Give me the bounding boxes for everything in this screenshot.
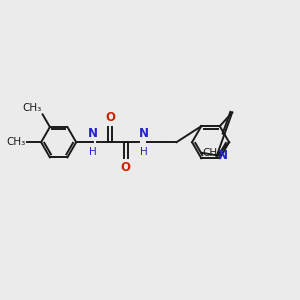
Text: O: O [105,111,115,124]
Text: N: N [138,127,148,140]
Text: N: N [218,149,228,163]
Text: O: O [121,161,131,174]
Text: H: H [89,147,97,157]
Text: CH₃: CH₃ [202,148,222,158]
Text: H: H [140,147,147,157]
Text: CH₃: CH₃ [6,137,26,147]
Text: CH₃: CH₃ [22,103,42,113]
Text: N: N [88,127,98,140]
